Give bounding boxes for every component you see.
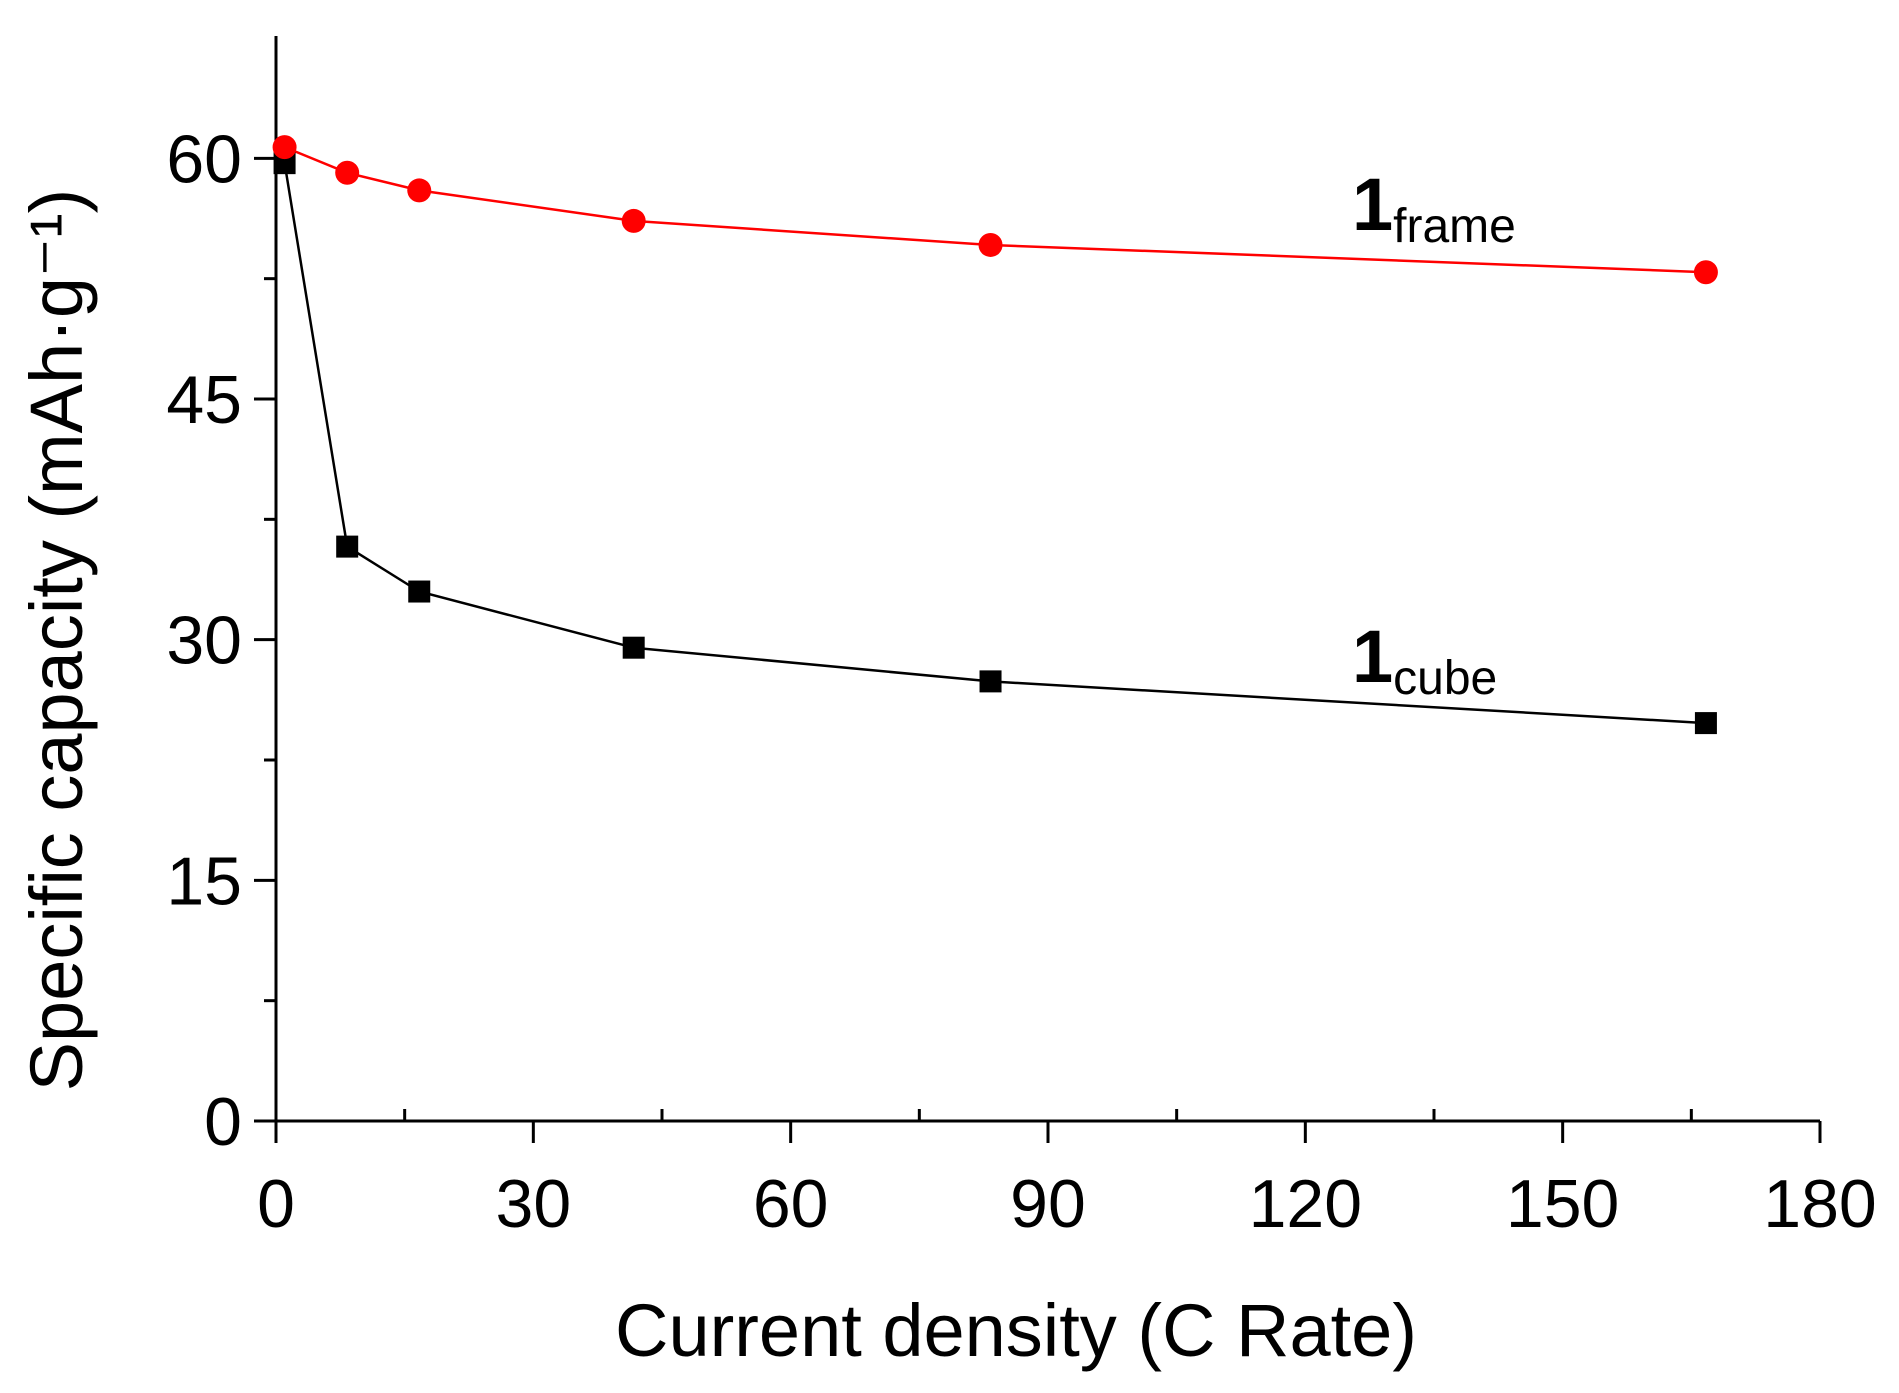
x-tick-label: 30 [496, 1166, 572, 1242]
x-tick-label: 0 [257, 1166, 295, 1242]
y-tick-label: 45 [166, 362, 242, 438]
series-markers [272, 135, 1718, 735]
x-tick-label: 120 [1249, 1166, 1362, 1242]
ticks: 0 30 60 90 120 150 180 0 15 30 45 60 [166, 121, 1876, 1242]
data-point-frame [272, 135, 297, 160]
y-tick-label: 60 [166, 121, 242, 197]
y-axis-title: Specific capacity (mAh·g⁻¹) [15, 189, 98, 1092]
y-tick-label: 15 [166, 843, 242, 919]
y-tick-label: 30 [166, 603, 242, 679]
data-point-cube [1694, 712, 1717, 735]
x-axis-title: Current density (C Rate) [615, 1289, 1417, 1372]
series-line-cube [283, 162, 1706, 725]
x-tick-label: 60 [753, 1166, 829, 1242]
data-point-cube [408, 580, 431, 603]
x-tick-label: 180 [1763, 1166, 1876, 1242]
data-point-frame [978, 232, 1003, 257]
x-tick-label: 90 [1010, 1166, 1086, 1242]
series-label-cube-sub: cube [1393, 652, 1497, 705]
data-point-cube [336, 535, 359, 558]
y-tick-label: 0 [204, 1084, 242, 1160]
data-point-frame [621, 208, 646, 233]
data-point-cube [979, 670, 1002, 693]
series-label-cube: 1cube [1352, 615, 1497, 705]
data-point-frame [1693, 260, 1718, 285]
series-label-frame-sub: frame [1393, 200, 1516, 253]
series-label-frame: 1frame [1352, 163, 1516, 253]
x-tick-label: 150 [1506, 1166, 1619, 1242]
series-label-cube-main: 1 [1352, 615, 1393, 698]
series-label-frame-main: 1 [1352, 163, 1393, 246]
data-point-frame [407, 178, 432, 203]
data-point-frame [335, 160, 360, 185]
data-point-cube [622, 636, 645, 659]
axes [274, 36, 1820, 1123]
